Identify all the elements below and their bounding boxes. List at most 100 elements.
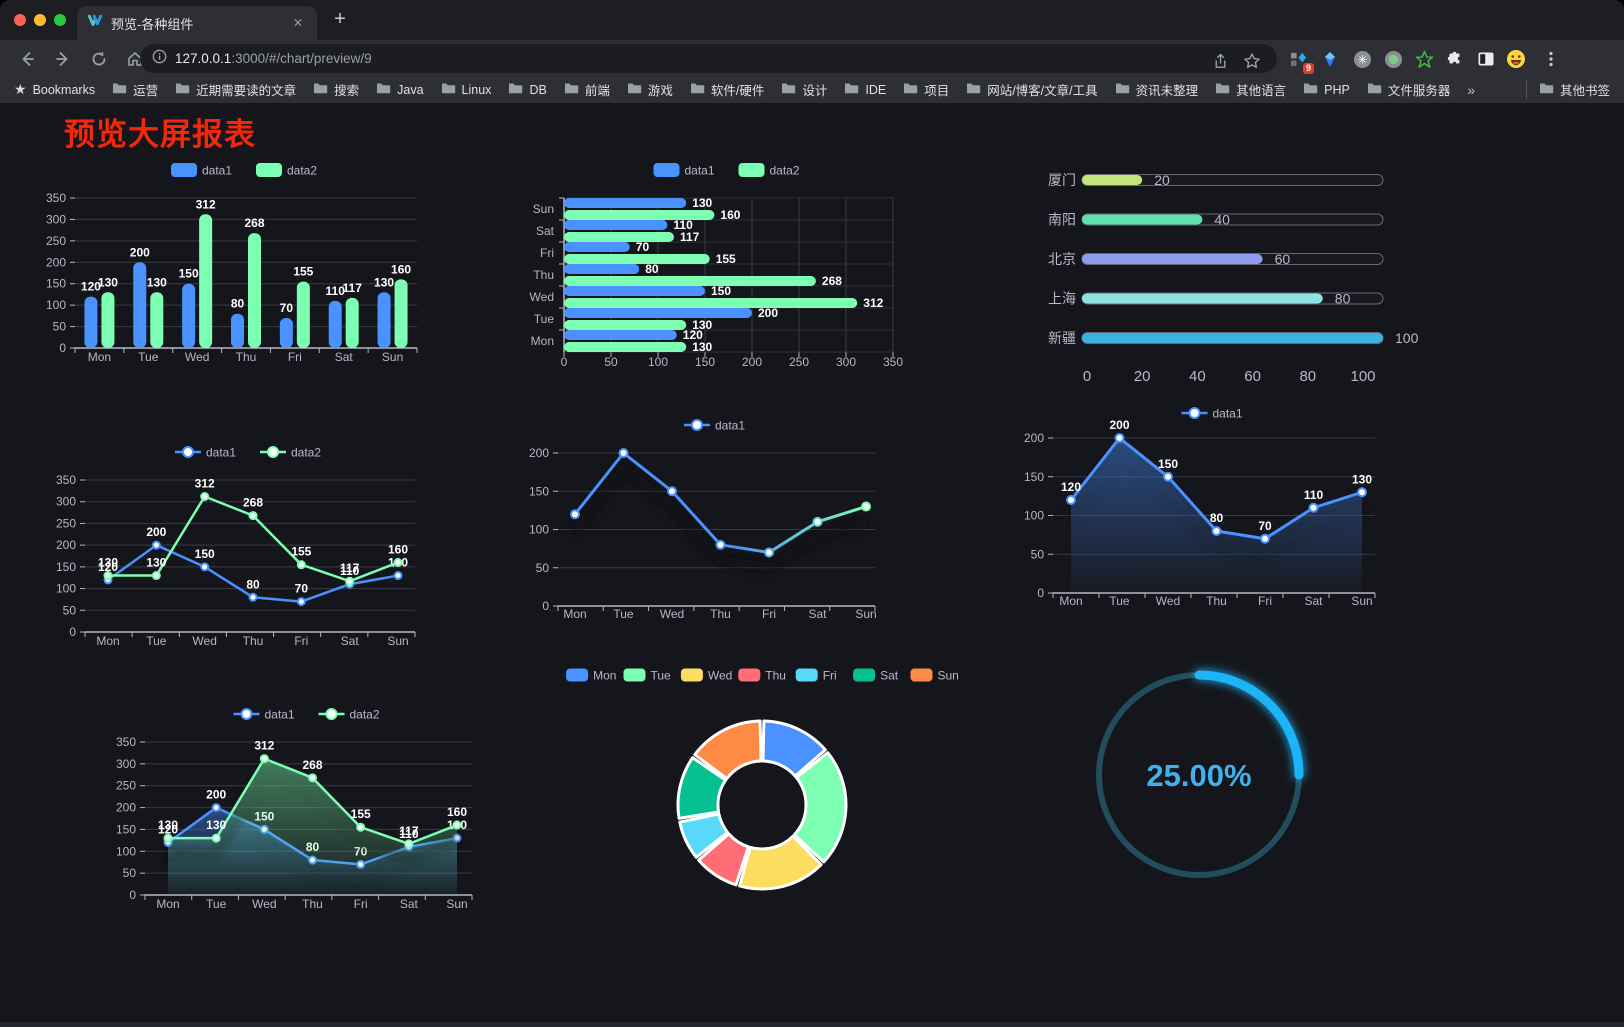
bar-data1[interactable] <box>564 286 705 296</box>
maximize-window-button[interactable] <box>54 14 66 26</box>
progress-fill-厦门[interactable] <box>1082 175 1143 185</box>
share-icon[interactable] <box>1207 48 1233 74</box>
bookmark-folder-item[interactable]: IDE <box>844 82 886 97</box>
extensions-puzzle-icon[interactable] <box>1443 47 1467 71</box>
pie-slice-Thu[interactable] <box>697 832 750 887</box>
legend-item-Thu[interactable]: Thu <box>738 668 786 683</box>
tab-close-icon[interactable]: ✕ <box>292 16 303 30</box>
bookmark-folder-item[interactable]: 其他语言 <box>1215 80 1286 99</box>
minimize-window-button[interactable] <box>34 14 46 26</box>
address-bar[interactable]: 127.0.0.1:3000/#/chart/preview/9 <box>140 44 1277 73</box>
point-data1[interactable] <box>248 592 258 602</box>
bar-data2[interactable] <box>248 233 261 348</box>
bar-data1[interactable] <box>133 262 147 348</box>
point-data1[interactable] <box>1260 533 1270 544</box>
legend-item-data2[interactable]: data2 <box>738 163 800 178</box>
browser-menu-icon[interactable] <box>1539 47 1563 71</box>
forward-icon[interactable] <box>50 46 76 72</box>
extension-emoji-icon[interactable] <box>1504 47 1528 71</box>
bar-data2[interactable] <box>564 276 816 286</box>
point-data2[interactable] <box>163 833 173 843</box>
point-data1[interactable] <box>570 509 580 520</box>
legend-item-data1[interactable]: data1 <box>684 419 745 433</box>
bookmark-star-icon[interactable] <box>1239 48 1265 74</box>
home-icon[interactable] <box>122 46 148 72</box>
bar-data2[interactable] <box>296 281 310 348</box>
bar-data2[interactable] <box>564 210 715 220</box>
bar-data2[interactable] <box>564 254 710 264</box>
bookmark-folder-item[interactable]: 文件服务器 <box>1367 80 1450 99</box>
bar-data2[interactable] <box>564 298 858 308</box>
point-data2[interactable] <box>296 560 306 570</box>
point-data1[interactable] <box>393 571 403 581</box>
extension-star-icon[interactable] <box>1412 47 1436 71</box>
pie-slice-Sat[interactable] <box>676 756 728 820</box>
back-icon[interactable] <box>14 46 40 72</box>
bookmarks-label[interactable]: Bookmarks <box>32 82 96 97</box>
point-data1[interactable] <box>1211 526 1222 536</box>
progress-fill-新疆[interactable] <box>1082 333 1383 343</box>
bar-data1[interactable] <box>377 292 391 348</box>
bar-data1[interactable] <box>328 300 342 348</box>
bar-data1[interactable] <box>564 220 668 230</box>
bar-data1[interactable] <box>231 313 244 348</box>
bar-data1[interactable] <box>564 308 752 318</box>
point-data1[interactable] <box>151 540 161 550</box>
legend-item-Sun[interactable]: Sun <box>910 668 959 683</box>
legend-item-Wed[interactable]: Wed <box>680 668 732 683</box>
bar-data2[interactable] <box>199 214 213 348</box>
bookmark-folder-item[interactable]: 设计 <box>781 80 827 99</box>
pie-slice-Mon[interactable] <box>761 719 827 778</box>
bookmark-folder-item[interactable]: Linux <box>441 82 491 97</box>
site-info-icon[interactable] <box>152 49 167 69</box>
bookmark-folder-item[interactable]: 软件/硬件 <box>690 80 764 99</box>
bookmark-folder-item[interactable]: 运营 <box>112 80 158 99</box>
bookmark-folder-item[interactable]: 资讯未整理 <box>1115 80 1198 99</box>
bar-data1[interactable] <box>84 296 98 348</box>
legend-item-data1[interactable]: data1 <box>171 163 232 178</box>
bookmark-folder-item[interactable]: PHP <box>1303 82 1350 97</box>
bar-data2[interactable] <box>564 342 687 352</box>
bar-data1[interactable] <box>564 198 687 208</box>
legend-item-data2[interactable]: data2 <box>318 708 380 722</box>
side-panel-icon[interactable] <box>1474 47 1498 71</box>
point-data2[interactable] <box>345 576 355 586</box>
progress-fill-南阳[interactable] <box>1082 214 1203 225</box>
reload-icon[interactable] <box>86 46 112 72</box>
pie-slice-Fri[interactable] <box>678 812 730 859</box>
point-data2[interactable] <box>393 558 403 568</box>
legend-item-Sat[interactable]: Sat <box>853 668 899 683</box>
bookmarks-overflow-chevron[interactable]: » <box>1467 81 1476 98</box>
new-tab-button[interactable]: + <box>334 8 346 30</box>
bar-data2[interactable] <box>564 232 674 242</box>
point-data1[interactable] <box>861 501 871 512</box>
point-data1[interactable] <box>1357 487 1367 498</box>
legend-item-Mon[interactable]: Mon <box>566 668 616 683</box>
pie-slice-Wed[interactable] <box>738 834 823 891</box>
point-data1[interactable] <box>200 562 210 572</box>
legend-item-data1[interactable]: data1 <box>175 446 236 460</box>
bookmark-folder-item[interactable]: 近期需要读的文章 <box>175 80 296 99</box>
legend-item-data1[interactable]: data1 <box>1181 407 1243 421</box>
legend-item-data1[interactable]: data1 <box>653 163 715 178</box>
point-data1[interactable] <box>667 486 677 497</box>
point-data1[interactable] <box>296 597 306 607</box>
legend-item-Tue[interactable]: Tue <box>623 668 672 683</box>
extension-asterisk-icon[interactable]: ✳ <box>1350 47 1374 71</box>
point-data2[interactable] <box>308 773 317 783</box>
bookmark-folder-item[interactable]: 前端 <box>564 80 610 99</box>
point-data2[interactable] <box>259 754 269 764</box>
point-data1[interactable] <box>715 539 726 550</box>
bar-data1[interactable] <box>279 318 293 348</box>
point-data2[interactable] <box>404 839 414 849</box>
point-data2[interactable] <box>452 820 462 830</box>
legend-item-data2[interactable]: data2 <box>260 446 321 460</box>
progress-fill-北京[interactable] <box>1082 254 1263 264</box>
bar-data1[interactable] <box>564 264 640 274</box>
bar-data2[interactable] <box>345 297 359 348</box>
bar-data2[interactable] <box>394 279 408 348</box>
point-data1[interactable] <box>1114 433 1125 443</box>
point-data2[interactable] <box>151 571 161 581</box>
pie-slice-Tue[interactable] <box>792 751 848 864</box>
point-data2[interactable] <box>200 492 210 502</box>
